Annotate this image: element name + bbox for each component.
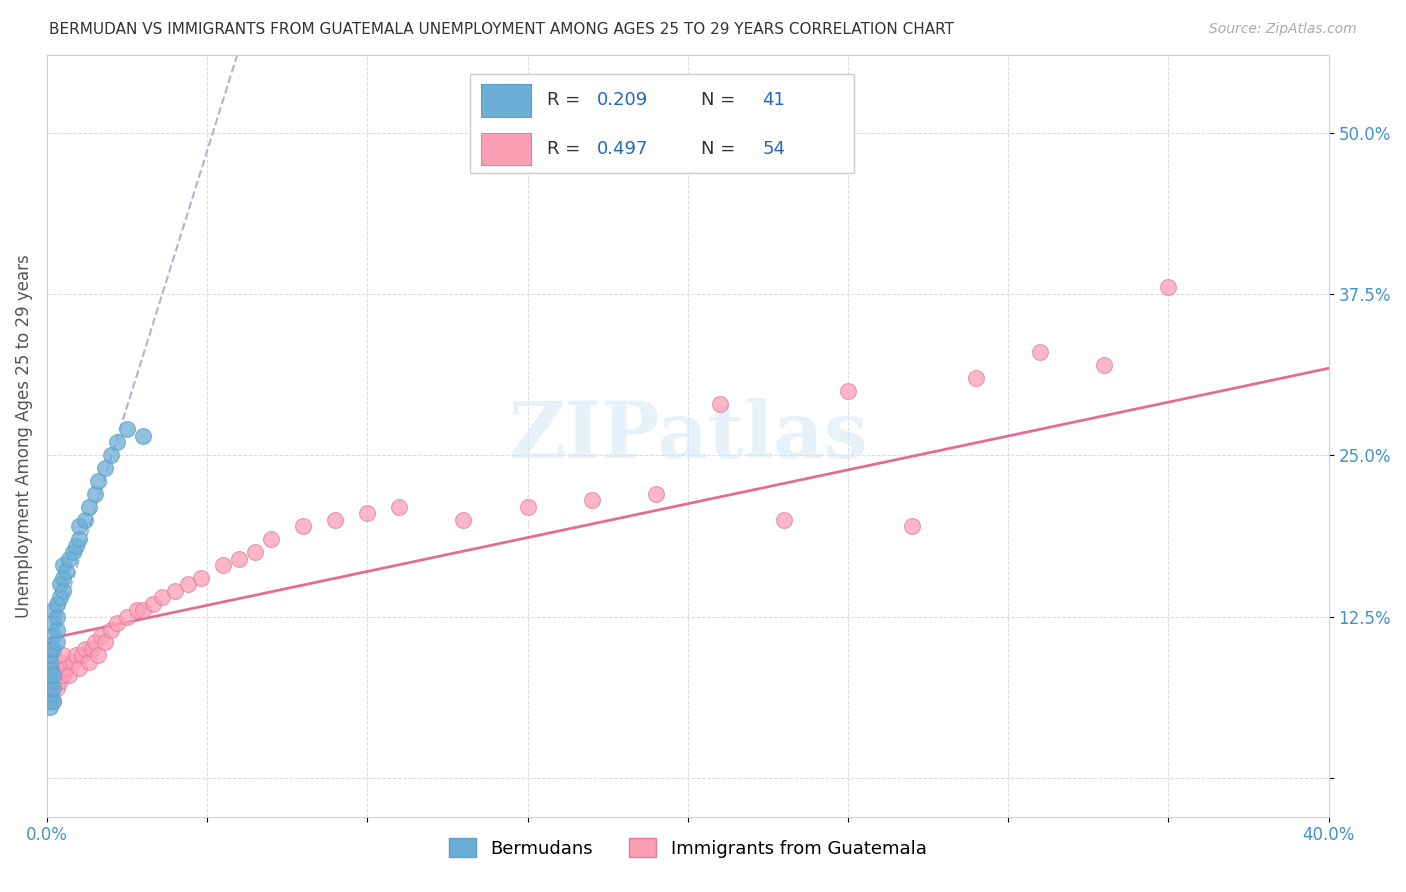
- Point: [1092, 358, 1115, 372]
- Point: [80, 641, 103, 656]
- Point: [228, 551, 250, 566]
- Point: [773, 513, 796, 527]
- Point: [45, 635, 67, 649]
- Point: [125, 603, 148, 617]
- Point: [292, 519, 315, 533]
- Point: [100, 448, 122, 462]
- Point: [581, 493, 603, 508]
- Point: [77, 655, 100, 669]
- Point: [70, 648, 93, 663]
- Point: [93, 461, 115, 475]
- Point: [39, 667, 62, 681]
- Point: [150, 591, 173, 605]
- Point: [453, 513, 475, 527]
- Point: [75, 513, 97, 527]
- Point: [62, 545, 84, 559]
- Point: [42, 674, 65, 689]
- Point: [142, 597, 165, 611]
- Point: [42, 693, 65, 707]
- Point: [388, 500, 411, 514]
- Point: [58, 667, 80, 681]
- Point: [39, 648, 62, 663]
- Point: [39, 700, 62, 714]
- Point: [132, 603, 155, 617]
- Point: [965, 371, 987, 385]
- Point: [177, 577, 200, 591]
- Point: [837, 384, 859, 398]
- Point: [356, 507, 378, 521]
- Point: [65, 648, 87, 663]
- Point: [55, 565, 77, 579]
- Point: [55, 661, 77, 675]
- Point: [48, 591, 70, 605]
- Point: [165, 583, 187, 598]
- Point: [42, 681, 65, 695]
- Point: [901, 519, 924, 533]
- Text: BERMUDAN VS IMMIGRANTS FROM GUATEMALA UNEMPLOYMENT AMONG AGES 25 TO 29 YEARS COR: BERMUDAN VS IMMIGRANTS FROM GUATEMALA UN…: [49, 22, 955, 37]
- Point: [132, 429, 155, 443]
- Point: [42, 667, 65, 681]
- Point: [87, 474, 110, 488]
- Y-axis label: Unemployment Among Ages 25 to 29 years: Unemployment Among Ages 25 to 29 years: [15, 254, 32, 618]
- Point: [644, 487, 666, 501]
- Point: [52, 558, 75, 572]
- Point: [42, 693, 65, 707]
- Point: [39, 687, 62, 701]
- Point: [323, 513, 346, 527]
- Point: [45, 661, 67, 675]
- Point: [115, 422, 138, 436]
- Point: [1157, 280, 1180, 294]
- Point: [39, 641, 62, 656]
- Point: [65, 539, 87, 553]
- Point: [39, 687, 62, 701]
- Point: [52, 648, 75, 663]
- Point: [39, 655, 62, 669]
- Point: [48, 674, 70, 689]
- Point: [42, 629, 65, 643]
- Point: [516, 500, 538, 514]
- Text: Source: ZipAtlas.com: Source: ZipAtlas.com: [1209, 22, 1357, 37]
- Point: [115, 609, 138, 624]
- Point: [45, 609, 67, 624]
- Point: [39, 693, 62, 707]
- Point: [709, 397, 731, 411]
- Text: ZIPatlas: ZIPatlas: [508, 398, 868, 474]
- Point: [243, 545, 266, 559]
- Point: [39, 661, 62, 675]
- Point: [42, 641, 65, 656]
- Point: [100, 623, 122, 637]
- Point: [105, 435, 128, 450]
- Point: [87, 648, 110, 663]
- Point: [45, 623, 67, 637]
- Point: [77, 500, 100, 514]
- Point: [39, 674, 62, 689]
- Point: [67, 661, 90, 675]
- Point: [67, 532, 90, 546]
- Point: [190, 571, 212, 585]
- Point: [84, 487, 107, 501]
- Point: [48, 655, 70, 669]
- Legend: Bermudans, Immigrants from Guatemala: Bermudans, Immigrants from Guatemala: [441, 831, 934, 864]
- Point: [1029, 345, 1052, 359]
- Point: [45, 597, 67, 611]
- Point: [67, 519, 90, 533]
- Point: [52, 667, 75, 681]
- Point: [52, 571, 75, 585]
- Point: [48, 577, 70, 591]
- Point: [90, 629, 112, 643]
- Point: [42, 603, 65, 617]
- Point: [58, 551, 80, 566]
- Point: [52, 583, 75, 598]
- Point: [93, 635, 115, 649]
- Point: [84, 635, 107, 649]
- Point: [212, 558, 235, 572]
- Point: [75, 641, 97, 656]
- Point: [62, 655, 84, 669]
- Point: [39, 681, 62, 695]
- Point: [42, 616, 65, 631]
- Point: [260, 532, 283, 546]
- Point: [105, 616, 128, 631]
- Point: [45, 681, 67, 695]
